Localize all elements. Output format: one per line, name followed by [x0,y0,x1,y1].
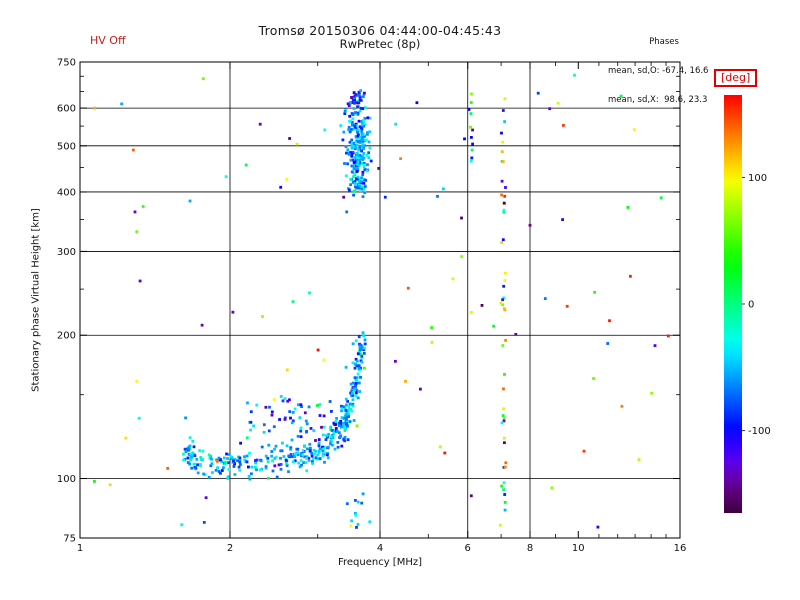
x-axis-label: Frequency [MHz] [337,557,423,568]
colorbar-unit-label: [deg] [714,69,758,87]
svg-text:2: 2 [227,543,233,554]
hv-status-label: HV Off [90,34,126,47]
svg-text:400: 400 [57,187,76,198]
svg-text:500: 500 [57,141,76,152]
svg-text:-100: -100 [748,426,771,437]
svg-text:4: 4 [377,543,383,554]
y-axis-label: Stationary phase Virtual Height [km] [30,208,42,392]
svg-text:75: 75 [63,534,76,545]
svg-text:200: 200 [57,331,76,342]
chart-title: Tromsø 20150306 04:44:00-04:45:43 [258,23,502,38]
chart-subtitle: RwPretec (8p) [339,37,421,51]
svg-text:8: 8 [527,543,533,554]
svg-text:0: 0 [748,300,754,311]
svg-text:6: 6 [465,543,471,554]
phase-stats-o-mode: mean, sd,O: -67.4, 16.6 [608,65,709,76]
phase-stats-x-mode: mean, sd,X: 98.6, 23.3 [608,95,708,106]
svg-text:300: 300 [57,247,76,258]
svg-text:10: 10 [572,543,585,554]
svg-text:100: 100 [748,173,767,184]
phase-stats-title: Phases [649,36,679,47]
svg-text:100: 100 [57,474,76,485]
svg-text:16: 16 [674,543,687,554]
phase-stats-block: Phases mean, sd,O: -67.4, 16.6 mean, sd,… [608,18,720,116]
svg-text:750: 750 [57,58,76,69]
svg-text:1: 1 [77,543,83,554]
svg-text:600: 600 [57,104,76,115]
